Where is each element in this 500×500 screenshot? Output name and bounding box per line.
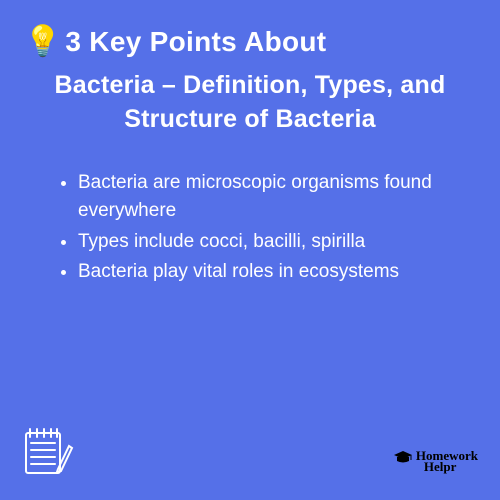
- key-points-list: Bacteria are microscopic organisms found…: [0, 155, 500, 287]
- header: 💡 3 Key Points About: [0, 0, 500, 59]
- logo-text: Homework Helpr: [416, 450, 478, 472]
- notepad-icon: [18, 421, 76, 484]
- page-title: 3 Key Points About: [65, 26, 326, 58]
- lightbulb-icon: 💡: [24, 24, 61, 59]
- list-item: Types include cocci, bacilli, spirilla: [78, 228, 440, 257]
- page-subtitle: Bacteria – Definition, Types, and Struct…: [0, 59, 500, 155]
- list-item: Bacteria are microscopic organisms found…: [78, 169, 440, 226]
- brand-logo: Homework Helpr: [393, 450, 478, 472]
- list-item: Bacteria play vital roles in ecosystems: [78, 258, 440, 287]
- graduation-cap-icon: [393, 450, 413, 471]
